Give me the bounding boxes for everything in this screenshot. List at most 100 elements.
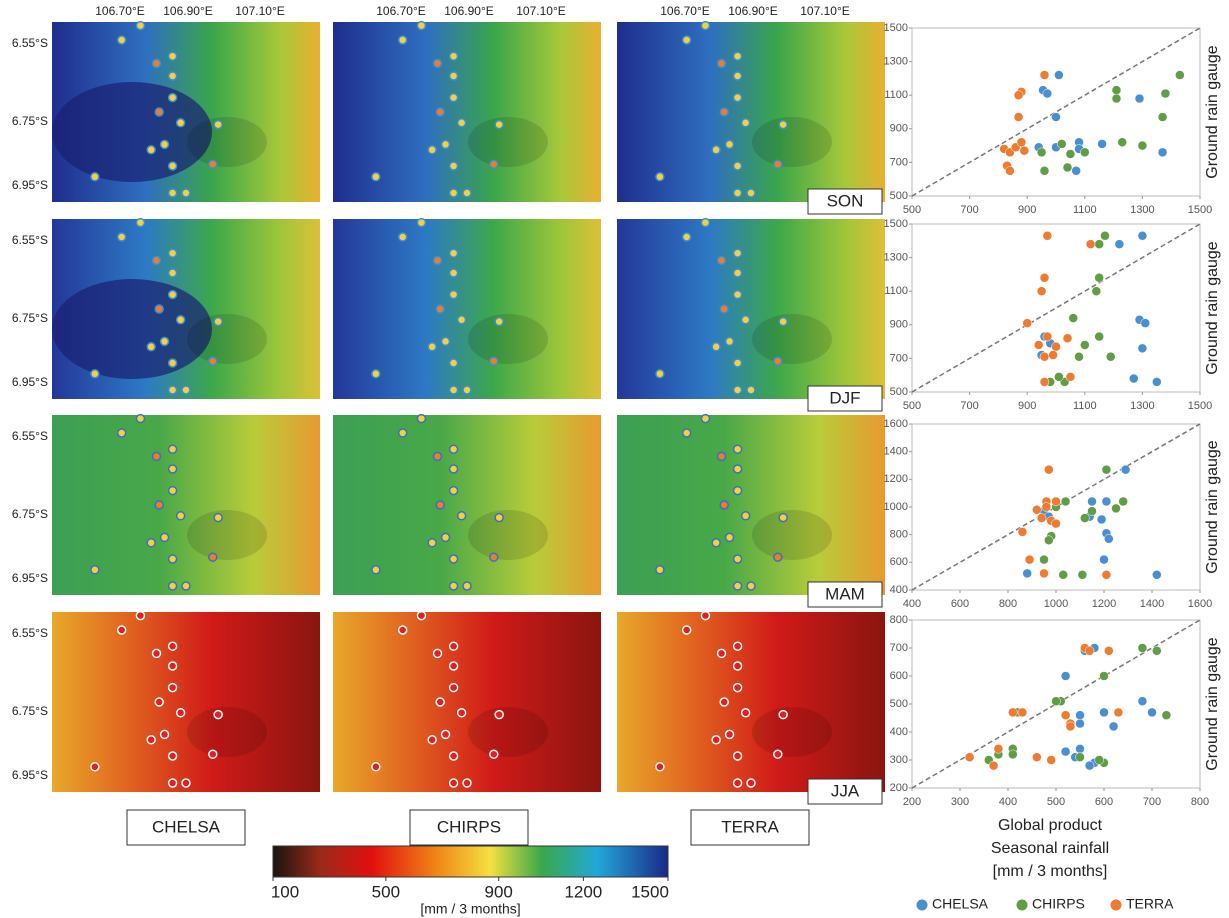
rain-gauge: [656, 566, 664, 574]
data-point: [1037, 514, 1046, 523]
rain-gauge: [701, 219, 709, 227]
data-point: [1152, 646, 1161, 655]
rain-gauge: [442, 533, 450, 541]
legend-label: TERRA: [1126, 896, 1174, 912]
map-y-tick-label: 6.55°S: [12, 626, 48, 640]
map-x-tick-label: 107.10°E: [516, 4, 566, 18]
data-point: [1097, 515, 1106, 524]
data-point: [1014, 113, 1023, 122]
data-point: [1043, 89, 1052, 98]
rain-gauge: [774, 750, 782, 758]
map-relief: [752, 707, 832, 757]
rain-gauge: [161, 533, 169, 541]
rain-gauge: [490, 160, 498, 168]
rain-gauge: [734, 445, 742, 453]
x-tick-label: 1400: [1140, 598, 1164, 610]
rain-gauge: [177, 119, 185, 127]
rain-gauge: [734, 94, 742, 102]
legend-marker: [1111, 900, 1122, 911]
rain-gauge: [712, 539, 720, 547]
rain-gauge: [214, 318, 222, 326]
x-tick-label: 1300: [1130, 204, 1154, 216]
map-x-tick-label: 106.90°E: [444, 4, 494, 18]
rain-gauge: [450, 582, 458, 590]
data-point: [1040, 166, 1049, 175]
rain-gauge: [442, 140, 450, 148]
data-point: [1008, 750, 1017, 759]
rain-gauge: [169, 642, 177, 650]
rain-gauge: [450, 779, 458, 787]
data-point: [1034, 340, 1043, 349]
data-point: [1088, 497, 1097, 506]
rain-gauge: [683, 233, 691, 241]
y-tick-label: 400: [890, 726, 908, 738]
map-x-tick-label: 106.90°E: [728, 4, 778, 18]
y-tick-label: 700: [890, 156, 908, 168]
data-point: [1104, 534, 1113, 543]
data-point: [1080, 148, 1089, 157]
rain-gauge: [450, 94, 458, 102]
data-point: [994, 744, 1003, 753]
colorbar-tick-label: 500: [372, 882, 400, 901]
rain-gauge: [169, 52, 177, 60]
data-point: [1102, 570, 1111, 579]
data-point: [1076, 753, 1085, 762]
data-point: [1112, 94, 1121, 103]
y-tick-label: 1100: [884, 89, 908, 101]
rain-gauge: [436, 108, 444, 116]
y-tick-label: 1500: [884, 218, 908, 230]
rain-gauge: [683, 429, 691, 437]
rain-gauge: [428, 539, 436, 547]
x-tick-label: 700: [1143, 796, 1161, 808]
rain-gauge: [495, 121, 503, 129]
x-tick-label: 500: [1047, 796, 1065, 808]
rain-gauge: [718, 649, 726, 657]
rain-gauge: [656, 173, 664, 181]
rain-gauge: [436, 305, 444, 313]
map-relief: [752, 117, 832, 167]
x-tick-label: 1600: [1188, 598, 1212, 610]
y-tick-label: 400: [890, 584, 908, 596]
data-point: [1032, 505, 1041, 514]
rain-gauge: [214, 514, 222, 522]
data-point: [1049, 351, 1058, 360]
x-tick-label: 1300: [1130, 400, 1154, 412]
data-point: [1052, 519, 1061, 528]
y-tick-label: 1300: [884, 56, 908, 68]
rain-gauge: [118, 626, 126, 634]
x-tick-label: 1200: [1092, 598, 1116, 610]
product-label: TERRA: [721, 817, 779, 836]
data-point: [1040, 71, 1049, 80]
rain-gauge: [182, 386, 190, 394]
data-point: [1100, 708, 1109, 717]
rain-gauge: [91, 370, 99, 378]
data-point: [1085, 646, 1094, 655]
rain-gauge: [495, 514, 503, 522]
x-tick-label: 300: [951, 796, 969, 808]
rain-gauge: [450, 359, 458, 367]
legend-label: CHIRPS: [1032, 896, 1085, 912]
rain-gauge: [779, 318, 787, 326]
rain-gauge: [169, 359, 177, 367]
rain-gauge: [683, 36, 691, 44]
y-tick-label: 500: [890, 386, 908, 398]
data-point: [1059, 570, 1068, 579]
rain-gauge: [91, 566, 99, 574]
rain-gauge: [91, 173, 99, 181]
rain-gauge: [434, 452, 442, 460]
rain-gauge: [450, 487, 458, 495]
map-relief: [187, 707, 267, 757]
rain-gauge: [734, 642, 742, 650]
rain-gauge: [734, 779, 742, 787]
rain-gauge: [463, 779, 471, 787]
rain-gauge: [734, 162, 742, 170]
rain-gauge: [182, 779, 190, 787]
map-x-tick-label: 107.10°E: [235, 4, 285, 18]
product-label: CHELSA: [152, 817, 221, 836]
rain-gauge: [214, 121, 222, 129]
rain-gauge: [779, 711, 787, 719]
y-axis-label: Ground rain gauge: [1204, 637, 1221, 771]
x-tick-label: 400: [903, 598, 921, 610]
rain-gauge: [161, 140, 169, 148]
rain-gauge: [428, 146, 436, 154]
